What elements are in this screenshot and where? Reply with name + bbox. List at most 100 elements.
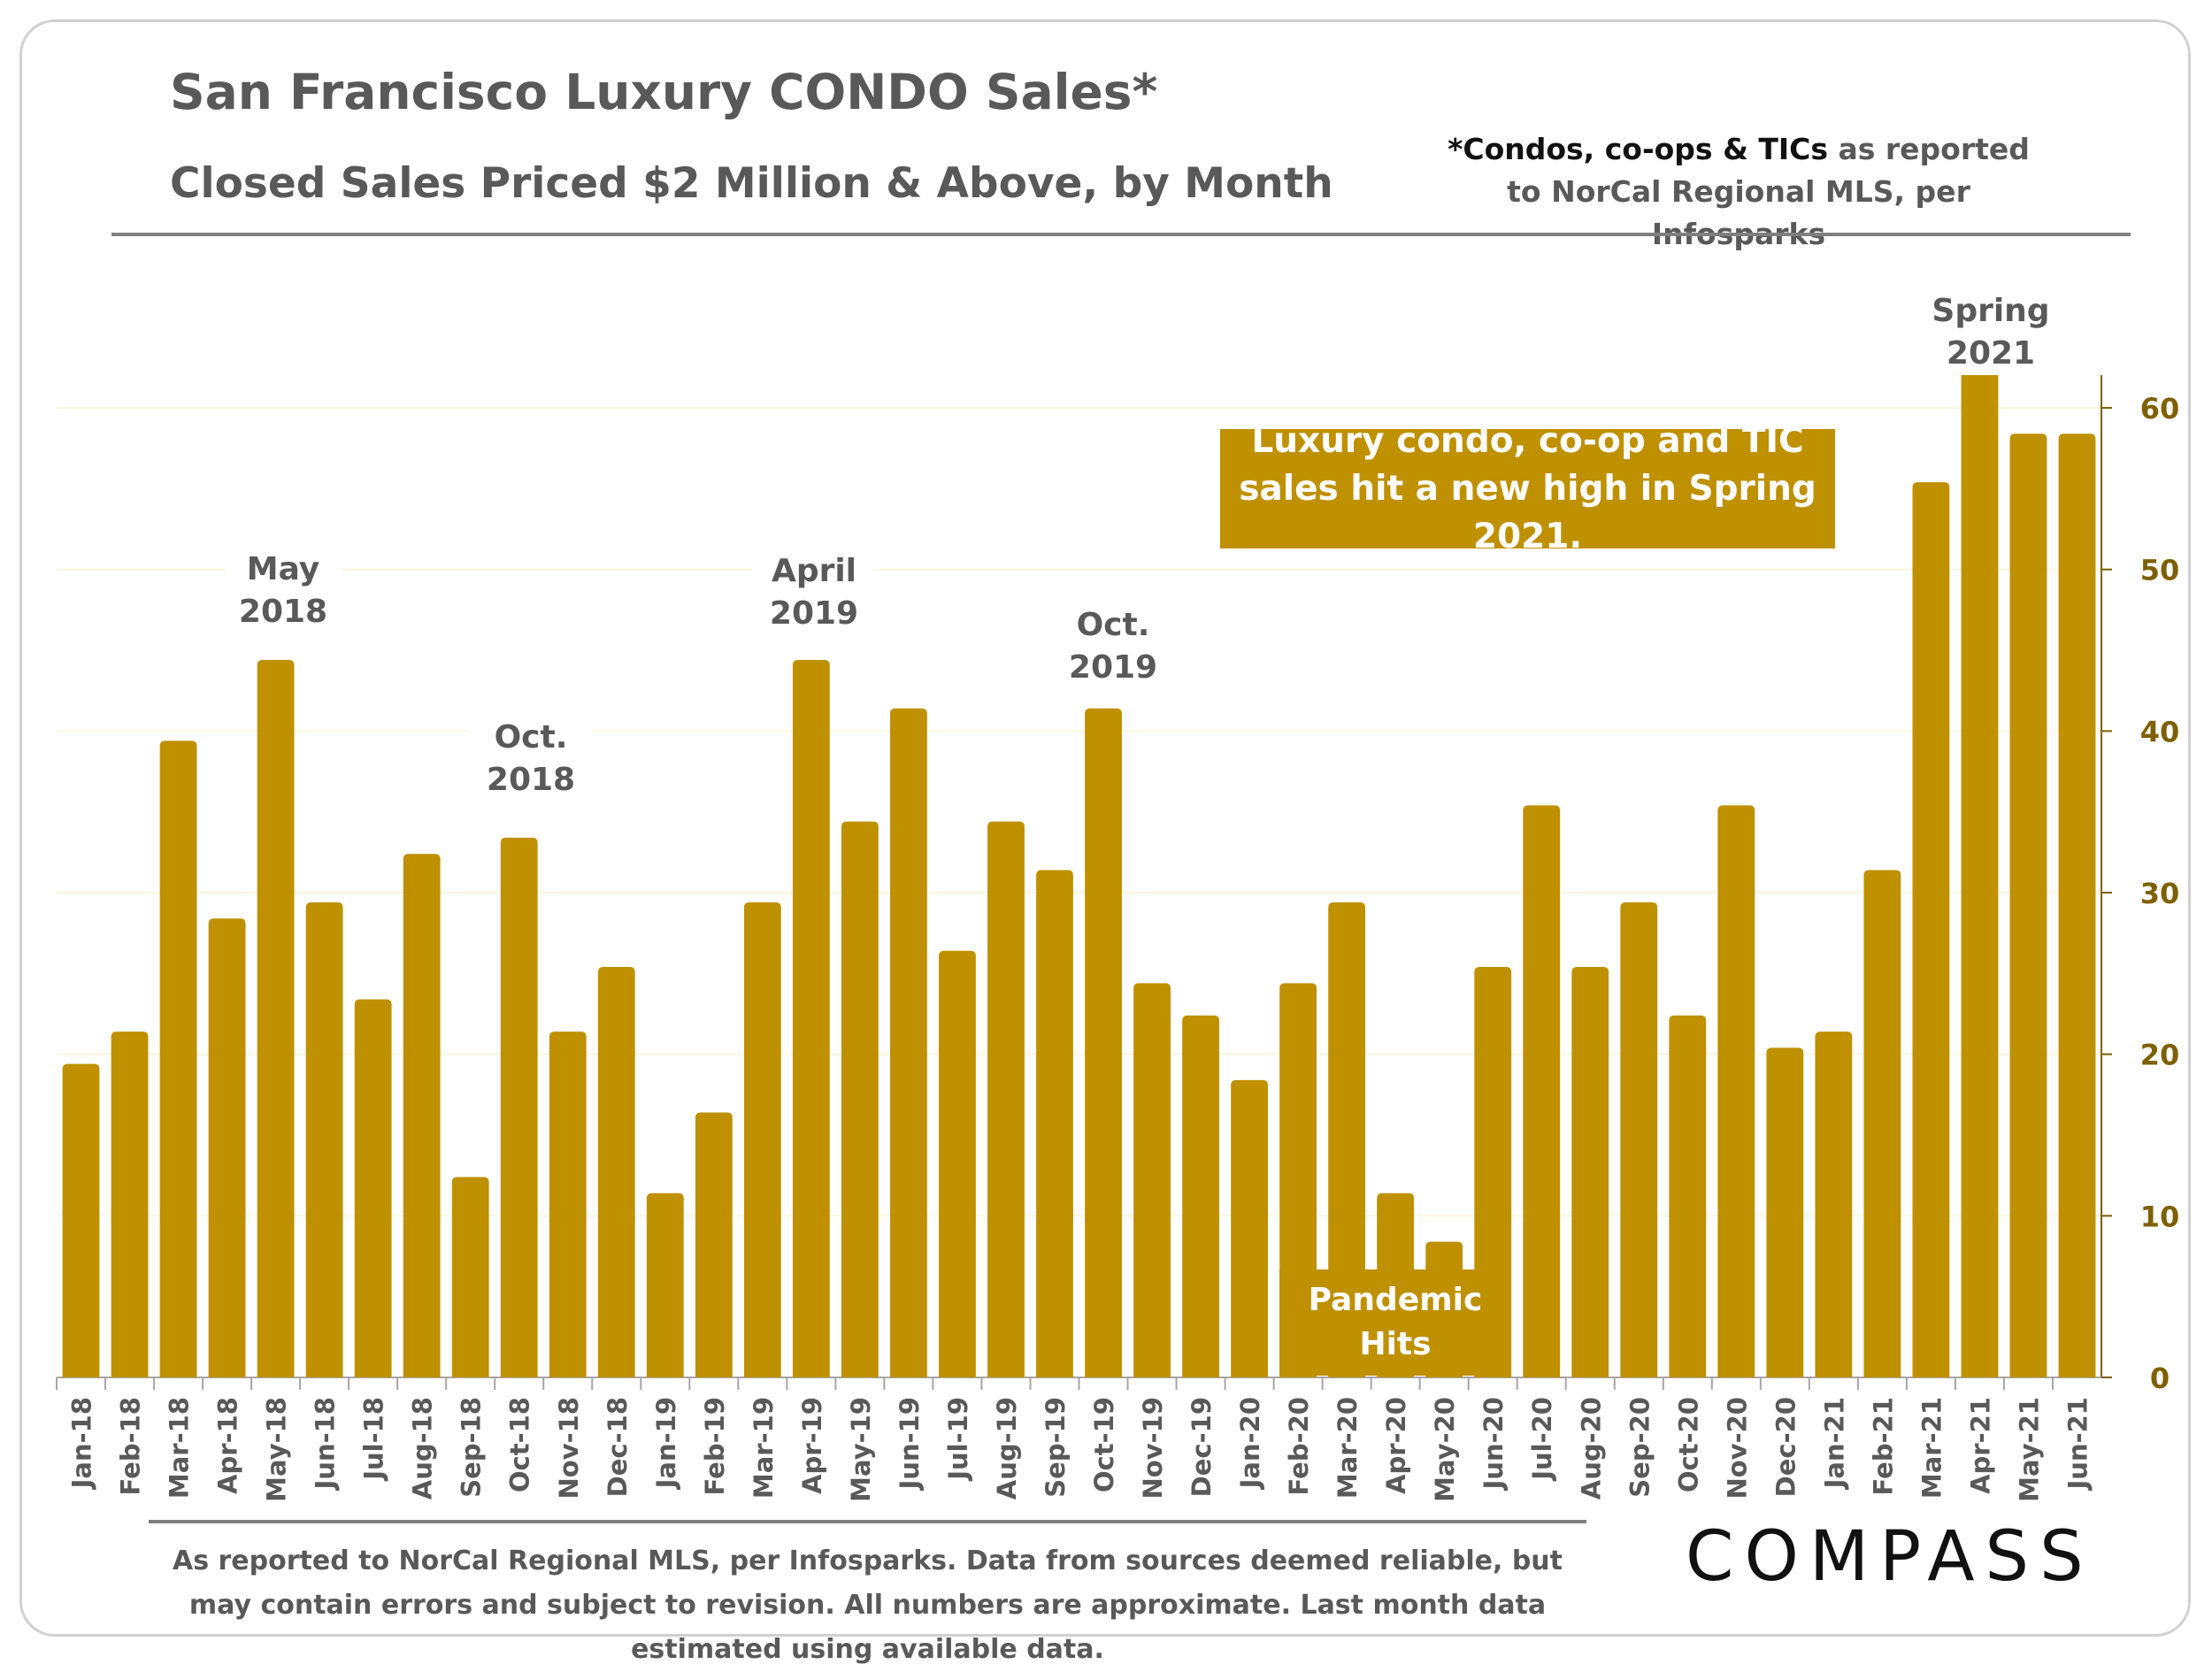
y-tick-label: 20: [2140, 1039, 2180, 1072]
bar-Dec-18: [597, 967, 635, 1377]
bar-Feb-21: [1863, 870, 1901, 1377]
bar-Nov-18: [549, 1032, 587, 1377]
x-tick-label: Mar-20: [1333, 1397, 1363, 1499]
bar-Jun-21: [2058, 433, 2096, 1378]
x-tick-label: Aug-20: [1576, 1397, 1606, 1499]
x-tick-label: Mar-18: [165, 1397, 195, 1499]
bar-Jun-18: [305, 901, 343, 1377]
compass-logo: COMPASS: [1686, 1517, 2094, 1597]
y-tick-label: 40: [2140, 715, 2180, 748]
x-tick-label: Nov-18: [554, 1397, 584, 1499]
x-tick-label: May-20: [1430, 1397, 1460, 1502]
bar-Nov-20: [1717, 805, 1755, 1377]
bar-Feb-19: [695, 1112, 733, 1377]
x-tick-label: Dec-18: [603, 1397, 633, 1497]
callout-box: Luxury condo, co-op and TIC sales hit a …: [1220, 421, 1835, 556]
bar-Aug-20: [1571, 967, 1609, 1377]
header-divider: [111, 233, 2131, 236]
y-tick-label: 30: [2140, 877, 2180, 910]
bar-Mar-19: [743, 901, 781, 1377]
bar-Mar-18: [159, 740, 197, 1377]
x-tick-label: Aug-19: [992, 1397, 1022, 1499]
pandemic-label: Pandemic Hits: [1279, 1269, 1511, 1376]
annotation-oct-2019: Oct. 2019: [1051, 604, 1175, 689]
x-tick-label: Jun-19: [895, 1397, 925, 1491]
chart-title: San Francisco Luxury CONDO Sales*: [170, 64, 1158, 120]
bar-May-19: [841, 821, 879, 1377]
x-tick-label: Jul-18: [359, 1397, 389, 1482]
bar-May-21: [2009, 433, 2047, 1378]
bar-Apr-19: [792, 660, 830, 1377]
bar-Aug-18: [403, 854, 441, 1377]
x-tick-label: Nov-20: [1722, 1397, 1752, 1499]
bar-Oct-18: [500, 837, 538, 1377]
x-tick-label: May-19: [846, 1397, 876, 1502]
annotation-oct-2018: Oct. 2018: [469, 717, 593, 801]
annotation-spring-2021: Spring 2021: [1876, 290, 2106, 375]
y-tick-label: 10: [2140, 1200, 2180, 1233]
bar-Mar-20: [1328, 901, 1366, 1377]
annotation-april-2019: April 2019: [752, 550, 876, 635]
x-tick-label: Sep-18: [457, 1397, 487, 1498]
y-tick-label: 50: [2140, 554, 2180, 587]
bar-Jun-19: [890, 708, 927, 1377]
x-tick-label: Jan-20: [1235, 1397, 1265, 1490]
x-tick-label: Oct-18: [505, 1397, 535, 1492]
x-tick-label: Mar-19: [749, 1397, 779, 1499]
x-tick-label: May-18: [262, 1397, 292, 1502]
x-tick-label: Jan-19: [651, 1397, 681, 1490]
bar-May-18: [257, 660, 295, 1377]
bar-Aug-19: [987, 821, 1025, 1377]
bar-Jul-18: [354, 999, 392, 1377]
bar-Sep-20: [1620, 901, 1658, 1377]
x-tick-label: Jun-18: [311, 1397, 341, 1491]
source-note-bold: *Condos, co-ops & TICs: [1448, 132, 1828, 166]
x-tick-label: Jun-20: [1479, 1397, 1509, 1491]
x-tick-label: Sep-20: [1624, 1397, 1655, 1498]
x-tick-label: Oct-20: [1673, 1397, 1703, 1492]
x-tick-label: May-21: [2014, 1397, 2044, 1502]
y-tick-label: 0: [2150, 1361, 2170, 1395]
x-tick-label: Feb-18: [116, 1397, 146, 1495]
bar-Jan-20: [1231, 1079, 1268, 1377]
bar-Oct-19: [1085, 708, 1122, 1377]
bar-Jan-19: [646, 1193, 684, 1377]
bar-Apr-21: [1961, 369, 1999, 1378]
bar-Apr-18: [208, 918, 246, 1377]
bar-Nov-19: [1133, 983, 1171, 1377]
x-tick-label: Oct-19: [1089, 1397, 1119, 1492]
footer-disclaimer: As reported to NorCal Regional MLS, per …: [172, 1545, 1563, 1665]
x-tick-label: Nov-19: [1138, 1397, 1168, 1499]
x-tick-label: Mar-21: [1916, 1397, 1947, 1499]
source-note-rest: as reported to NorCal Regional MLS, per …: [1507, 132, 2030, 251]
bar-Dec-20: [1766, 1047, 1804, 1377]
y-tick-label: 60: [2140, 392, 2180, 426]
x-tick-label: Dec-19: [1187, 1397, 1217, 1497]
chart-frame: [19, 19, 2191, 1637]
bar-Feb-18: [111, 1032, 149, 1377]
annotation-may-2018: May 2018: [226, 548, 341, 633]
x-tick-label: Dec-20: [1770, 1397, 1801, 1497]
x-tick-label: Jan-21: [1819, 1397, 1849, 1490]
x-tick-label: Aug-18: [408, 1397, 438, 1499]
x-tick-label: Jan-18: [67, 1397, 97, 1490]
x-tick-label: Feb-21: [1868, 1397, 1898, 1495]
bar-Jan-21: [1815, 1032, 1853, 1377]
x-tick-label: Sep-19: [1041, 1397, 1071, 1498]
bar-Jan-18: [62, 1063, 100, 1377]
bar-Sep-18: [451, 1177, 489, 1377]
x-tick-label: Apr-20: [1381, 1397, 1411, 1494]
bar-Dec-19: [1182, 1015, 1219, 1377]
x-tick-label: Apr-19: [797, 1397, 827, 1494]
x-tick-label: Apr-18: [213, 1397, 243, 1494]
x-tick-label: Jul-20: [1527, 1397, 1557, 1482]
footer-divider: [149, 1520, 1586, 1523]
x-tick-label: Feb-20: [1284, 1397, 1314, 1495]
x-tick-label: Feb-19: [700, 1397, 730, 1495]
x-tick-label: Jun-21: [2062, 1397, 2093, 1491]
bar-Jul-20: [1523, 805, 1561, 1377]
x-tick-label: Jul-19: [943, 1397, 973, 1482]
chart-subtitle: Closed Sales Priced $2 Million & Above, …: [170, 159, 1333, 208]
bar-Jul-19: [939, 950, 976, 1377]
